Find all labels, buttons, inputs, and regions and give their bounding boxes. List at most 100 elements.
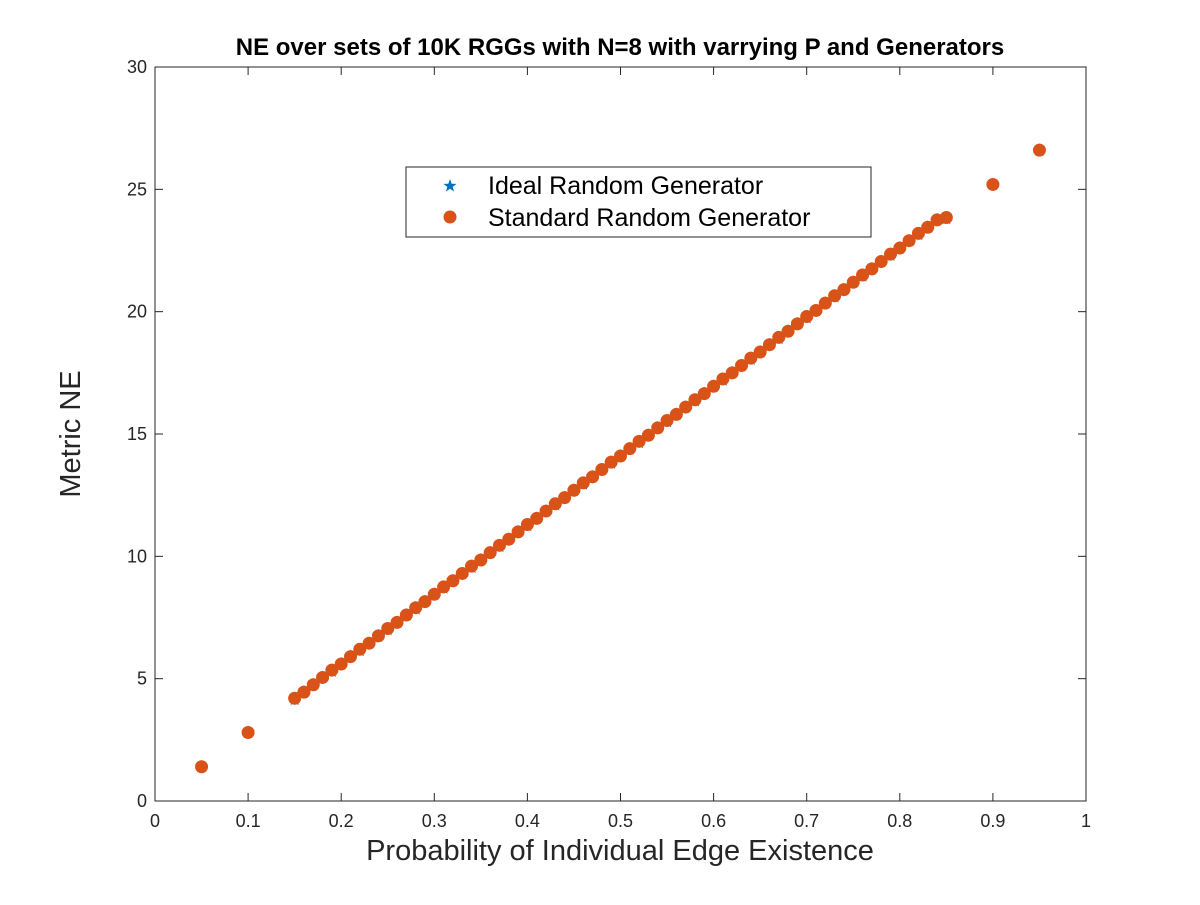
standard-generator-point [399, 608, 413, 622]
y-tick-label: 0 [137, 791, 147, 811]
standard-generator-point [502, 532, 516, 546]
standard-generator-point [195, 760, 209, 774]
standard-generator-point [390, 615, 404, 629]
y-axis-label: Metric NE [55, 370, 87, 497]
standard-generator-point [772, 330, 786, 344]
standard-generator-point [809, 303, 823, 317]
standard-generator-point [604, 455, 618, 469]
standard-generator-point [632, 434, 646, 448]
axis-ticks: 0 0.1 0.2 0.3 0.4 0.5 0.6 0.7 0.8 0.9 105101520253… [127, 57, 1091, 831]
standard-generator-point [651, 421, 665, 435]
standard-generator-point [911, 226, 925, 240]
standard-generator-point [856, 268, 870, 282]
standard-generator-point [306, 678, 320, 692]
standard-generator-point [669, 407, 683, 421]
legend-star-marker [443, 179, 457, 192]
chart-title: NE over sets of 10K RGGs with N=8 with v… [236, 34, 1004, 61]
standard-generator-point [883, 247, 897, 261]
standard-generator-point [586, 470, 600, 484]
standard-generator-point [362, 636, 376, 650]
y-tick-label: 10 [127, 546, 147, 566]
standard-generator-point [874, 255, 888, 269]
standard-generator-point [483, 546, 497, 560]
standard-generator-point [660, 414, 674, 428]
x-tick-label: 0.1 [236, 811, 261, 831]
standard-generator-point [344, 650, 358, 664]
standard-generator-point [902, 234, 916, 248]
standard-generator-point [548, 497, 562, 511]
standard-generator-point [427, 587, 441, 601]
y-tick-label: 20 [127, 302, 147, 322]
standard-generator-point [316, 670, 330, 684]
standard-generator-point [846, 275, 860, 289]
standard-generator-point [381, 622, 395, 636]
standard-generator-point [539, 504, 553, 518]
standard-generator-point [893, 241, 907, 255]
x-tick-label: 0.6 [701, 811, 726, 831]
x-tick-label: 0.8 [887, 811, 912, 831]
y-tick-label: 30 [127, 57, 147, 77]
standard-generator-point [492, 538, 506, 552]
x-tick-label: 0.4 [515, 811, 540, 831]
legend-label-ideal: Ideal Random Generator [488, 172, 763, 200]
standard-generator-point [790, 317, 804, 331]
standard-generator-point [679, 400, 693, 414]
standard-generator-point [1032, 143, 1046, 157]
standard-generator-point [409, 601, 423, 615]
standard-generator-point [725, 366, 739, 380]
standard-generator-point [418, 595, 432, 609]
standard-generator-point [939, 210, 953, 224]
data-points [194, 143, 1047, 774]
standard-generator-point [530, 511, 544, 525]
standard-generator-point [511, 525, 525, 539]
standard-generator-point [576, 476, 590, 490]
standard-generator-point [837, 283, 851, 297]
y-tick-label: 25 [127, 179, 147, 199]
standard-generator-point [614, 449, 627, 463]
legend-circle-marker [443, 210, 457, 224]
standard-generator-point [828, 289, 842, 303]
standard-generator-point [800, 310, 814, 324]
standard-generator-point [781, 324, 795, 338]
legend: Ideal Random Generator Standard Random G… [405, 166, 872, 238]
x-axis-label: Probability of Individual Edge Existence [366, 835, 874, 867]
standard-generator-point [371, 629, 385, 643]
standard-generator-point [735, 358, 749, 372]
standard-generator-point [437, 580, 451, 594]
x-tick-label: 0.7 [794, 811, 819, 831]
standard-generator-point [753, 345, 767, 359]
standard-generator-point [474, 553, 488, 567]
standard-generator-point [558, 491, 572, 505]
standard-generator-point [353, 642, 367, 656]
legend-box [405, 166, 872, 238]
standard-generator-point [986, 177, 1000, 191]
standard-generator-point [744, 351, 758, 365]
standard-generator-point [465, 559, 479, 573]
standard-generator-point [688, 393, 702, 407]
x-tick-label: 1 [1081, 811, 1091, 831]
standard-generator-point [595, 462, 609, 476]
y-tick-label: 5 [137, 669, 147, 689]
standard-generator-point [716, 372, 730, 386]
standard-generator-point [334, 657, 348, 671]
x-tick-label: 0.5 [608, 811, 633, 831]
standard-generator-point [325, 663, 339, 677]
x-tick-label: 0.3 [422, 811, 447, 831]
standard-generator-point [762, 338, 776, 352]
x-tick-label: 0 [150, 811, 160, 831]
legend-label-standard: Standard Random Generator [488, 204, 810, 232]
standard-generator-point [921, 220, 935, 234]
standard-generator-point [446, 574, 460, 588]
standard-generator-point [520, 518, 534, 532]
x-tick-label: 0.2 [329, 811, 354, 831]
standard-generator-point [288, 691, 302, 705]
standard-generator-point [241, 725, 255, 739]
x-tick-label: 0.9 [980, 811, 1005, 831]
standard-generator-point [455, 566, 469, 580]
standard-generator-point [697, 387, 711, 401]
standard-generator-point [297, 685, 311, 699]
standard-generator-point [623, 442, 637, 456]
standard-generator-point [707, 379, 721, 393]
